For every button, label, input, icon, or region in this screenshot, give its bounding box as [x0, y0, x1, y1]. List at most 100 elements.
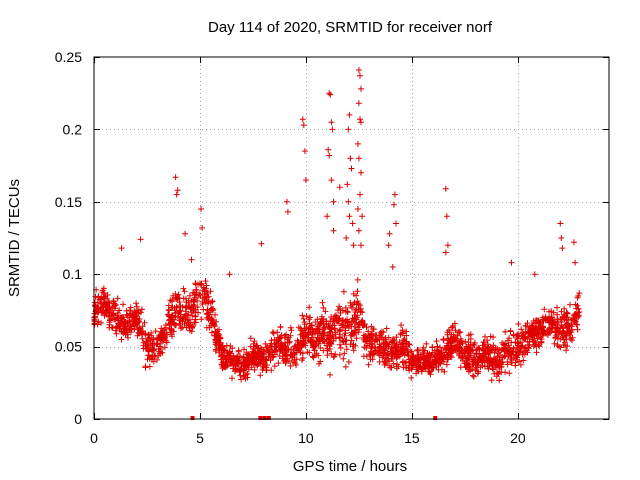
data-point	[479, 342, 486, 349]
data-point	[181, 288, 188, 295]
data-point	[315, 352, 322, 359]
data-point	[367, 356, 374, 363]
data-point	[95, 318, 102, 325]
data-point	[571, 239, 577, 246]
data-point	[426, 369, 433, 376]
data-point	[326, 152, 333, 159]
data-point	[448, 346, 455, 353]
data-point	[474, 345, 481, 352]
data-point	[354, 206, 361, 212]
data-point	[133, 316, 140, 323]
data-point	[538, 339, 545, 345]
data-point	[519, 342, 526, 349]
data-point	[346, 111, 353, 118]
data-point	[182, 316, 189, 323]
data-point	[245, 361, 252, 368]
x-tick-label: 20	[510, 430, 526, 446]
data-point	[299, 116, 306, 123]
data-point	[373, 336, 380, 343]
data-point	[299, 312, 306, 319]
data-point	[283, 347, 290, 354]
data-point	[150, 358, 157, 365]
data-point	[216, 349, 223, 356]
data-point	[202, 293, 209, 300]
data-point	[293, 356, 300, 363]
data-point	[466, 356, 473, 363]
data-point	[358, 169, 364, 176]
data-point	[574, 294, 581, 301]
data-point	[283, 331, 290, 338]
data-point	[306, 304, 313, 311]
data-point	[338, 322, 345, 329]
data-point	[384, 350, 391, 357]
data-point	[330, 337, 337, 344]
data-point	[110, 311, 117, 318]
y-tick-labels: 0 0.05 0.1 0.15 0.2 0.25	[55, 49, 82, 427]
data-point	[355, 300, 362, 307]
data-point	[368, 323, 375, 330]
data-point	[234, 361, 241, 368]
data-point	[237, 372, 244, 379]
data-point	[328, 314, 335, 320]
data-point	[240, 354, 247, 361]
data-point	[101, 293, 108, 300]
data-point	[139, 328, 146, 335]
data-point	[357, 309, 364, 316]
data-point	[495, 350, 502, 357]
data-point	[457, 347, 464, 354]
data-point	[125, 334, 131, 341]
data-point	[133, 310, 140, 317]
data-point	[377, 344, 384, 351]
data-point	[398, 347, 405, 353]
data-point	[309, 329, 316, 336]
data-point	[407, 355, 414, 362]
data-point	[342, 308, 349, 315]
data-point	[320, 326, 327, 333]
data-point	[461, 360, 468, 367]
data-point	[262, 340, 269, 347]
data-point	[567, 335, 574, 342]
data-point	[398, 341, 405, 348]
data-point	[169, 312, 176, 319]
data-point	[490, 334, 497, 341]
data-point	[336, 351, 343, 358]
data-point	[198, 316, 205, 323]
data-point	[282, 342, 289, 349]
data-point	[469, 347, 476, 354]
data-point	[237, 353, 243, 359]
data-point	[390, 201, 397, 208]
data-point	[326, 329, 333, 336]
data-point	[142, 363, 149, 370]
data-point	[247, 335, 254, 342]
zero-marker	[190, 416, 195, 420]
data-point	[561, 336, 567, 343]
data-point	[532, 320, 539, 327]
data-point	[212, 348, 219, 354]
data-point	[270, 330, 277, 337]
data-point	[116, 324, 123, 330]
data-point	[526, 330, 533, 337]
data-point	[347, 302, 354, 309]
data-point	[562, 333, 569, 339]
data-point	[258, 240, 265, 247]
data-point	[169, 333, 175, 340]
data-point	[347, 321, 353, 328]
data-point	[481, 339, 487, 346]
data-point	[92, 293, 99, 300]
data-point	[275, 360, 282, 367]
data-point	[442, 249, 449, 256]
data-point	[145, 352, 152, 359]
data-point	[244, 370, 251, 377]
data-point	[362, 334, 369, 341]
data-point	[191, 294, 198, 301]
data-point	[198, 206, 204, 212]
data-point	[343, 235, 350, 241]
data-point	[161, 335, 168, 342]
data-point	[111, 300, 118, 307]
data-point	[300, 340, 307, 347]
data-point	[94, 307, 101, 314]
data-point	[143, 339, 150, 345]
data-point	[401, 359, 408, 366]
data-point	[508, 351, 515, 358]
data-point	[498, 347, 505, 354]
